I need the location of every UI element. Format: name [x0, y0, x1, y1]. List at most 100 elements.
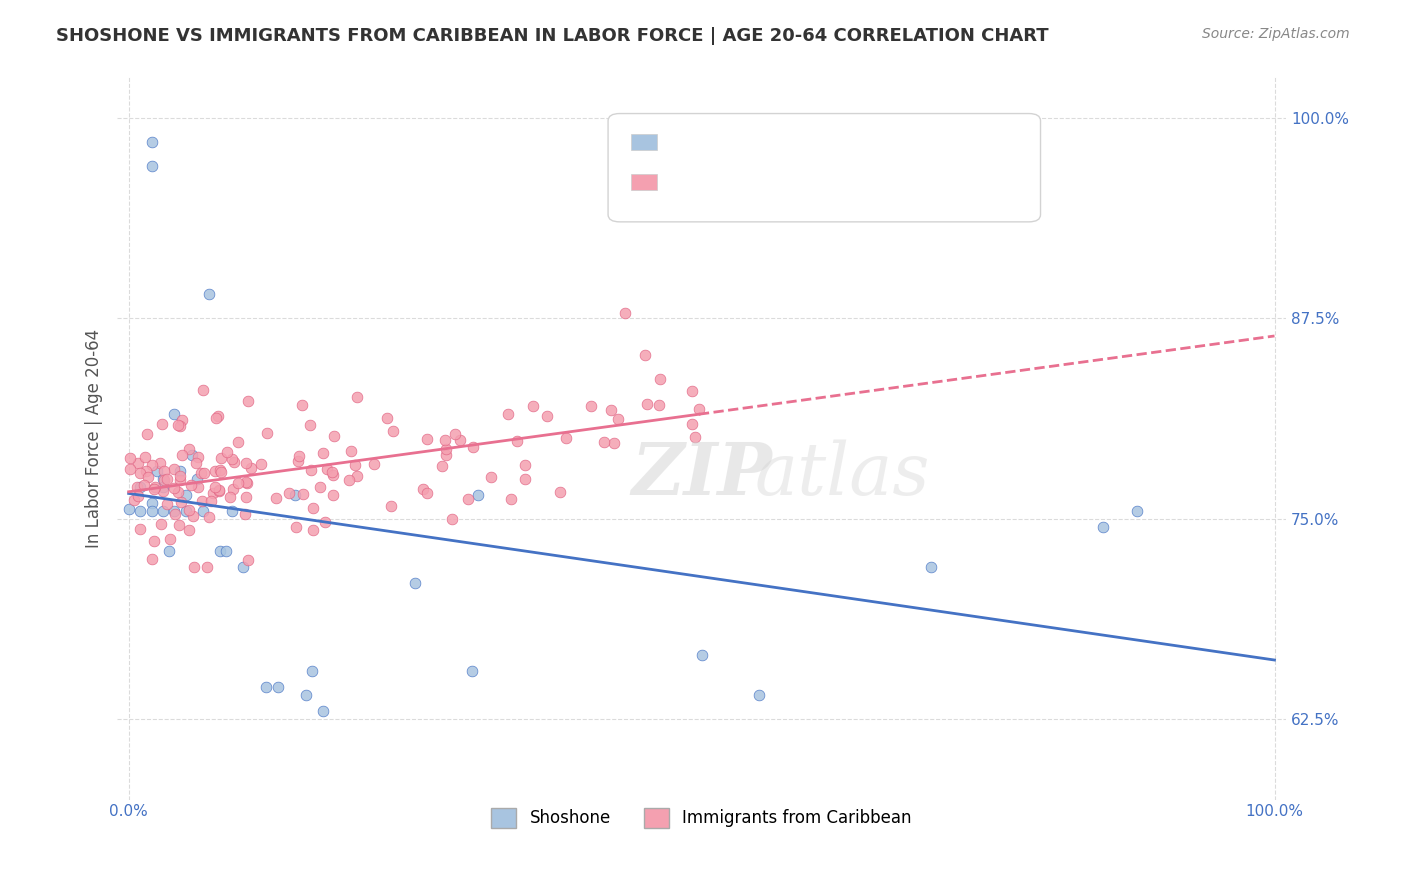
Point [434, 448, 457, 462]
Point [163, 504, 186, 518]
Point [166, 485, 188, 500]
Point [195, 559, 218, 574]
Point [648, 372, 671, 386]
Point [153, 464, 176, 478]
Point [174, 504, 197, 518]
Point [434, 442, 457, 456]
Point [193, 383, 215, 397]
Point [159, 532, 181, 546]
Point [152, 473, 174, 487]
FancyBboxPatch shape [631, 135, 657, 151]
Point [499, 492, 522, 507]
Point [321, 465, 343, 479]
Point [506, 434, 529, 448]
Point [170, 495, 193, 509]
Point [440, 511, 463, 525]
Point [554, 431, 576, 445]
Point [136, 426, 159, 441]
Point [681, 384, 703, 398]
Point [1126, 504, 1149, 518]
Point [579, 399, 602, 413]
Point [226, 475, 249, 490]
Point [346, 468, 368, 483]
Point [207, 409, 229, 423]
Point [536, 409, 558, 424]
Point [266, 680, 288, 694]
Point [163, 461, 186, 475]
Point [236, 476, 259, 491]
Point [278, 486, 301, 500]
Point [287, 454, 309, 468]
Point [496, 408, 519, 422]
Point [301, 664, 323, 678]
Point [375, 411, 398, 425]
Text: R =: R = [661, 173, 696, 191]
Point [457, 492, 479, 507]
Point [513, 472, 536, 486]
Point [117, 502, 139, 516]
Point [129, 522, 152, 536]
Point [172, 448, 194, 462]
Point [299, 418, 322, 433]
Point [169, 464, 191, 478]
FancyBboxPatch shape [607, 113, 1040, 222]
Legend: Shoshone, Immigrants from Caribbean: Shoshone, Immigrants from Caribbean [485, 801, 918, 835]
Point [299, 463, 322, 477]
Point [449, 433, 471, 447]
Point [141, 496, 163, 510]
Point [209, 451, 232, 466]
Point [167, 518, 190, 533]
Text: ZIP: ZIP [631, 439, 772, 510]
Point [204, 464, 226, 478]
Point [613, 306, 636, 320]
Point [236, 553, 259, 567]
Text: 146: 146 [848, 173, 883, 191]
Point [169, 468, 191, 483]
Point [141, 504, 163, 518]
Point [141, 458, 163, 472]
Point [479, 470, 502, 484]
Point [200, 494, 222, 508]
Point [187, 450, 209, 464]
Point [141, 159, 163, 173]
Point [647, 398, 669, 412]
Point [363, 457, 385, 471]
Point [235, 475, 257, 490]
Text: 39: 39 [848, 134, 870, 152]
Point [120, 451, 142, 466]
Point [156, 497, 179, 511]
Point [209, 543, 232, 558]
Text: 0.297: 0.297 [707, 173, 761, 191]
Point [522, 399, 544, 413]
Point [198, 287, 221, 301]
Point [180, 448, 202, 462]
Point [599, 403, 621, 417]
Point [177, 442, 200, 457]
Point [337, 473, 360, 487]
Point [232, 559, 254, 574]
Point [291, 398, 314, 412]
Point [180, 478, 202, 492]
Point [181, 508, 204, 523]
Point [636, 397, 658, 411]
Point [179, 502, 201, 516]
Point [285, 520, 308, 534]
Point [132, 478, 155, 492]
Point [215, 445, 238, 459]
Point [302, 524, 325, 538]
Point [184, 456, 207, 470]
Point [124, 493, 146, 508]
Point [226, 434, 249, 449]
Point [129, 480, 152, 494]
Point [125, 480, 148, 494]
Point [683, 429, 706, 443]
Point [443, 426, 465, 441]
Point [222, 483, 245, 497]
Point [174, 488, 197, 502]
Point [152, 483, 174, 498]
Point [312, 446, 335, 460]
Text: atlas: atlas [754, 440, 929, 510]
Point [221, 504, 243, 518]
Point [688, 401, 710, 416]
Point [127, 457, 149, 471]
